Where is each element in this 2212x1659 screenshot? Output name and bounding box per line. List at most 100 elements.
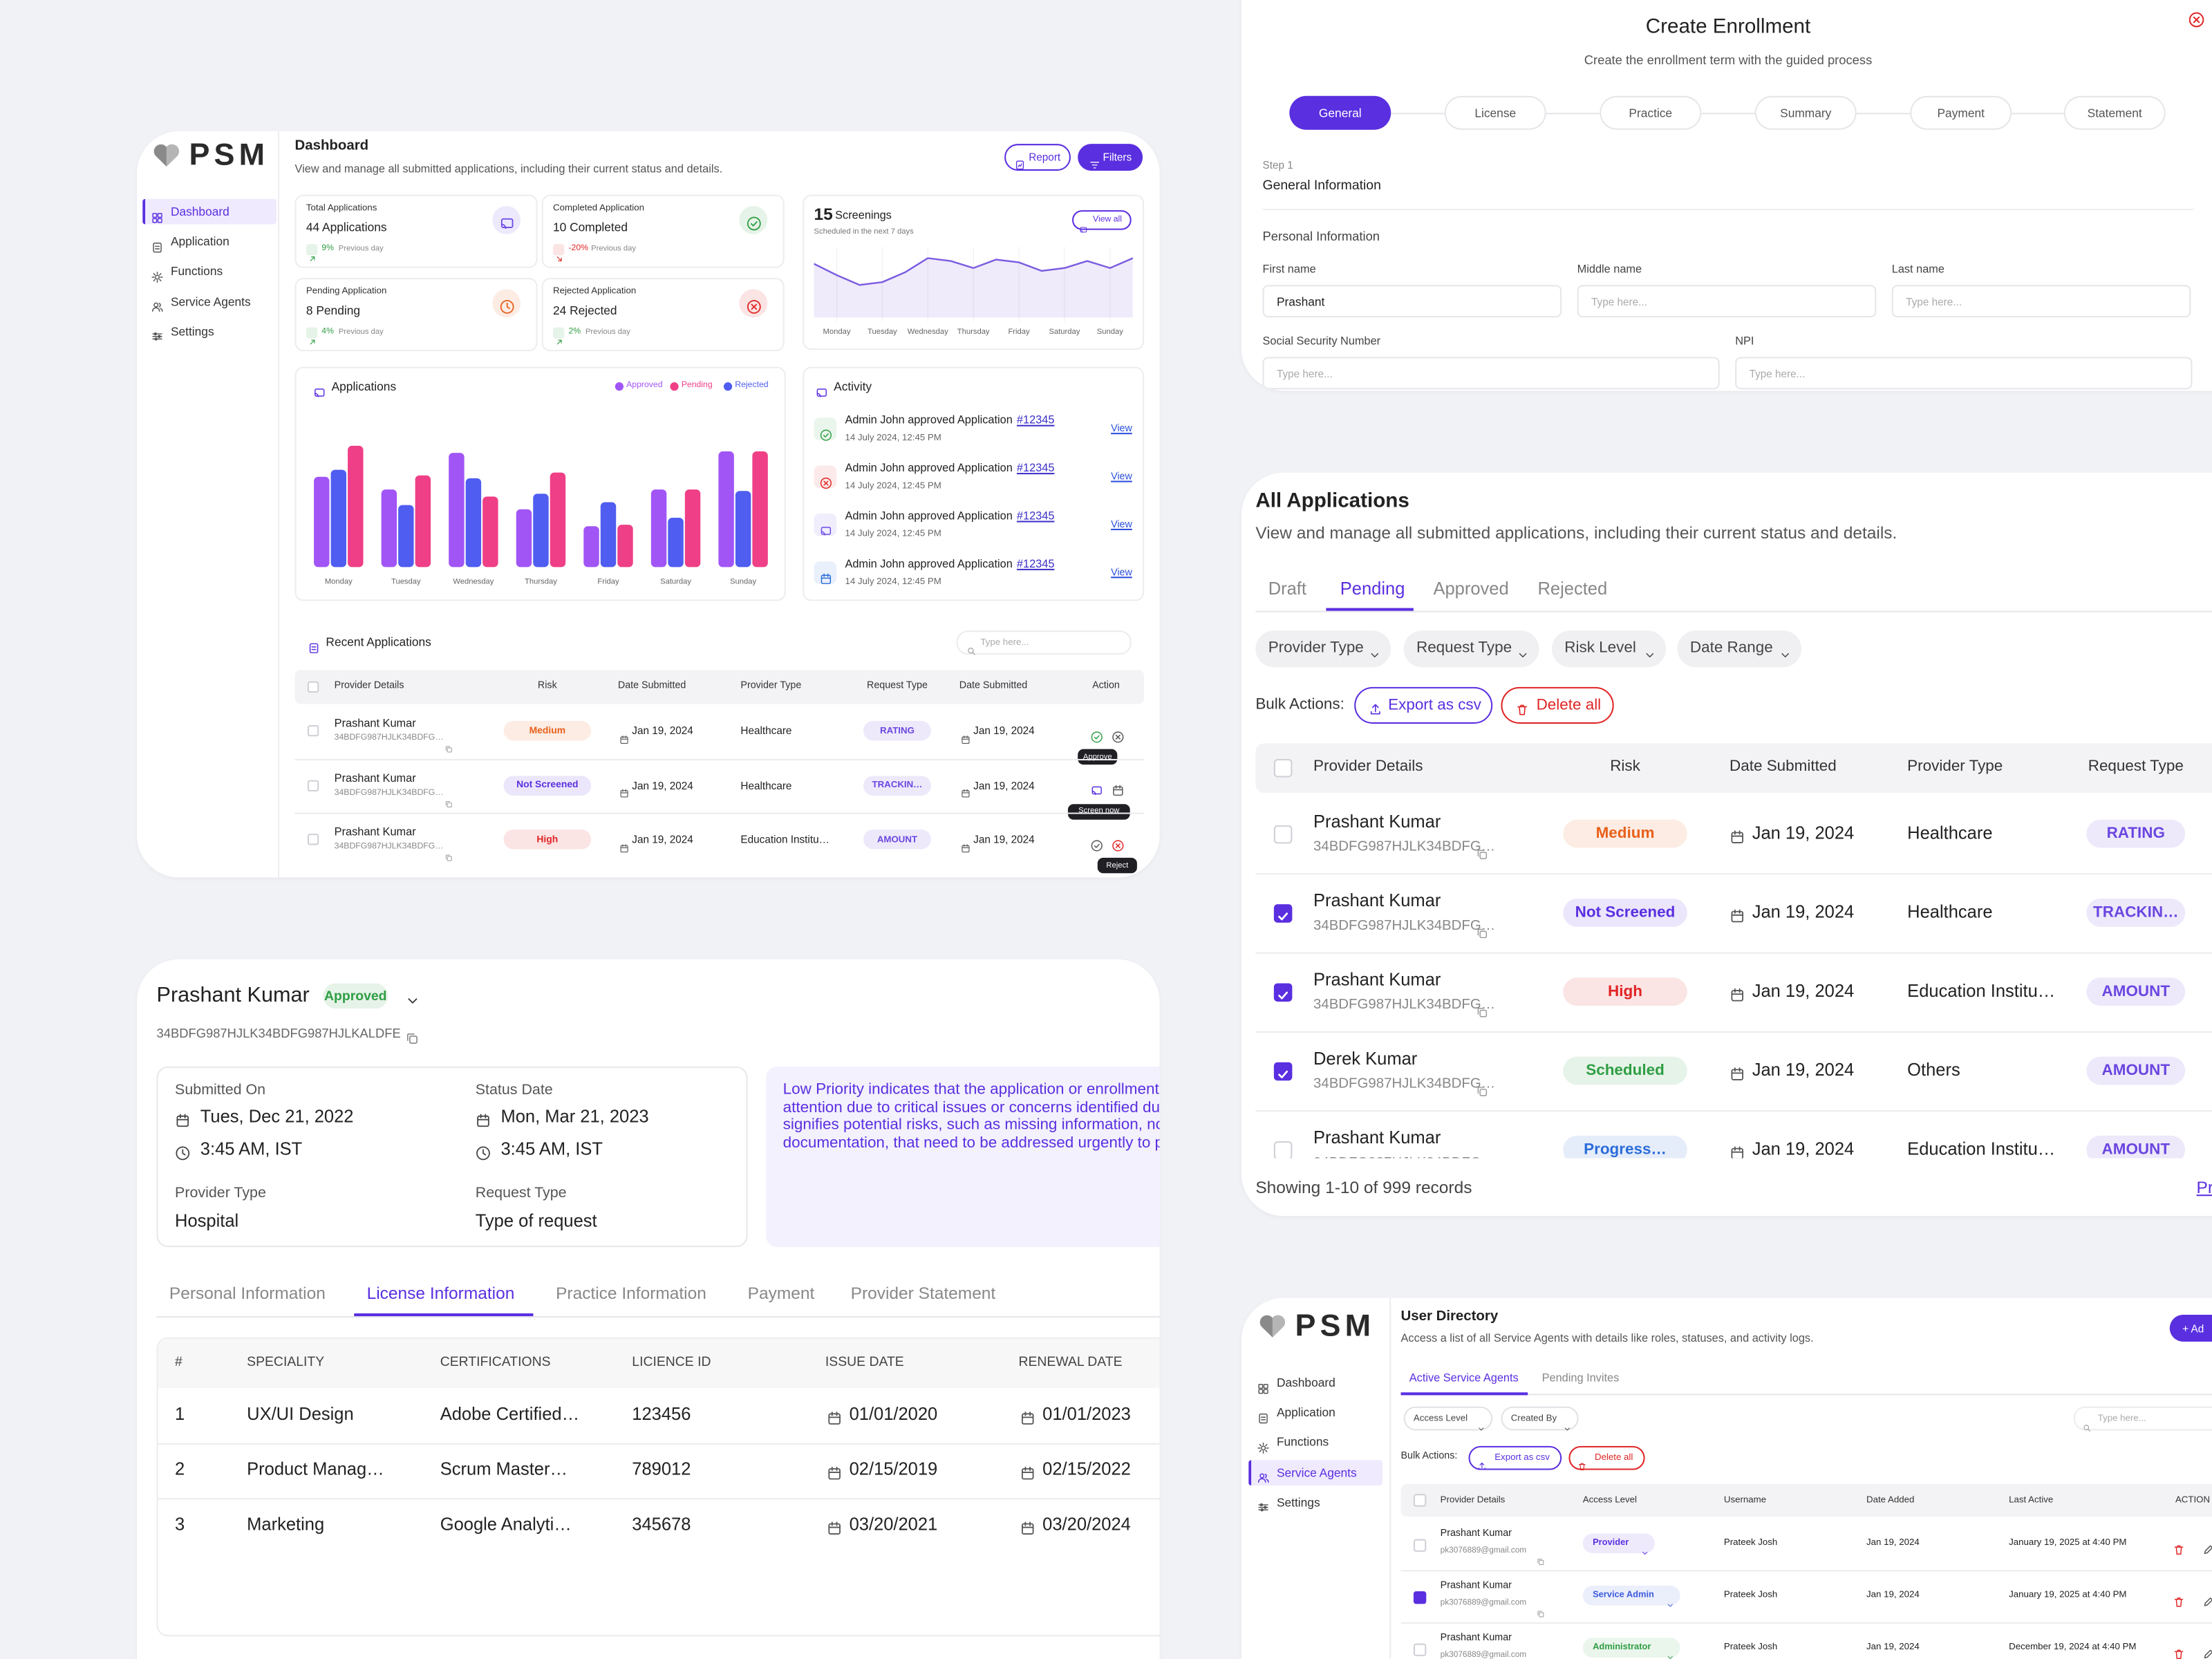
icon-part	[1260, 1416, 1266, 1420]
tab[interactable]: Pending	[1340, 579, 1405, 599]
nav-item[interactable]: Service Agents	[1276, 1465, 1357, 1479]
activity-link[interactable]: #12345	[1016, 557, 1055, 570]
input[interactable]	[1891, 285, 2191, 318]
pagination-link[interactable]: Pr	[2196, 1177, 2212, 1198]
column-header: Provider Details	[1313, 758, 1423, 776]
tab[interactable]: Personal Information	[169, 1283, 326, 1304]
access-badge[interactable]	[1582, 1585, 1680, 1606]
nav-item[interactable]: Functions	[170, 264, 223, 279]
filter-dropdown[interactable]	[1677, 630, 1802, 668]
filters-button[interactable]: Filters	[1078, 144, 1143, 171]
filter-dropdown[interactable]	[1403, 630, 1539, 668]
checkbox[interactable]	[307, 724, 319, 737]
filter-dropdown[interactable]	[1255, 630, 1391, 668]
icon	[1577, 1453, 1586, 1470]
nav-item[interactable]: Dashboard	[170, 204, 229, 219]
step[interactable]: General	[1289, 95, 1391, 130]
tab[interactable]: Provider Statement	[850, 1283, 996, 1304]
icon-part	[619, 735, 628, 743]
view-link[interactable]: View	[1111, 424, 1132, 435]
input[interactable]	[1577, 285, 1877, 318]
activity-link[interactable]: #12345	[1016, 413, 1055, 427]
activity-link[interactable]: #12345	[1016, 509, 1055, 523]
input[interactable]	[1735, 357, 2193, 390]
x-tick-label: Saturday	[1049, 328, 1080, 337]
nav-item[interactable]: Service Agents	[170, 294, 251, 308]
nav-item[interactable]: Functions	[1276, 1435, 1329, 1450]
step[interactable]: Payment	[1910, 95, 2012, 130]
edit-icon[interactable]	[2202, 1589, 2212, 1606]
input[interactable]	[1262, 285, 1562, 318]
x-tick-label: Thursday	[957, 328, 990, 337]
activity-link[interactable]: #12345	[1016, 461, 1055, 475]
tab[interactable]: Active Service Agents	[1409, 1371, 1519, 1385]
nav-item[interactable]: Application	[170, 234, 229, 249]
input[interactable]	[1262, 357, 1720, 390]
icon-part	[1259, 1503, 1262, 1507]
action-icon[interactable]	[1090, 779, 1103, 796]
delete-icon[interactable]	[2172, 1537, 2184, 1554]
export-button[interactable]: Export as csv	[1468, 1445, 1562, 1470]
filter-dropdown[interactable]	[1501, 1406, 1579, 1431]
tab[interactable]: Practice Information	[556, 1283, 706, 1304]
nav-item[interactable]: Application	[1276, 1405, 1335, 1420]
checkbox[interactable]	[1273, 982, 1292, 1001]
delete-icon[interactable]	[2172, 1589, 2184, 1606]
checkbox[interactable]	[307, 779, 319, 791]
action-icon[interactable]	[1090, 724, 1103, 742]
checkbox[interactable]	[1273, 1061, 1292, 1080]
checkbox[interactable]	[1273, 1141, 1292, 1159]
view-link[interactable]: View	[1111, 568, 1132, 579]
checkbox[interactable]	[1412, 1591, 1426, 1609]
export-button[interactable]: Export as csv	[1354, 686, 1493, 724]
action-icon[interactable]	[1111, 833, 1123, 851]
report-button[interactable]: Report	[1004, 144, 1071, 171]
bar	[600, 502, 617, 568]
edit-icon[interactable]	[2202, 1537, 2212, 1554]
checkbox[interactable]	[307, 681, 319, 693]
checkbox[interactable]	[1412, 1642, 1426, 1656]
delete-button[interactable]: Delete all	[1501, 686, 1614, 724]
icon-part	[961, 735, 969, 743]
view-all-button[interactable]: View all	[1072, 210, 1132, 230]
checkbox[interactable]	[1273, 758, 1292, 777]
checkbox[interactable]	[1412, 1494, 1426, 1507]
icon-part	[1112, 731, 1123, 742]
tab[interactable]: Rejected	[1537, 579, 1608, 599]
activity-icon-bg	[814, 465, 837, 489]
stat-trend: 4%	[321, 328, 335, 337]
tab[interactable]: Draft	[1268, 579, 1306, 599]
filter-dropdown[interactable]	[1403, 1406, 1493, 1431]
step[interactable]: Practice	[1600, 95, 1702, 130]
action-icon[interactable]	[1111, 779, 1123, 796]
add-button[interactable]	[2169, 1315, 2212, 1342]
access-badge[interactable]	[1582, 1533, 1655, 1553]
icon-part	[1781, 652, 1788, 657]
tab[interactable]: Approved	[1433, 579, 1509, 599]
checkbox[interactable]	[307, 834, 319, 845]
close-button[interactable]	[2188, 10, 2204, 28]
delete-button[interactable]: Delete all	[1568, 1445, 1645, 1470]
access-badge[interactable]	[1582, 1638, 1680, 1658]
icon-part	[1730, 831, 1743, 843]
column-header: Request Type	[2088, 758, 2184, 776]
action-icon[interactable]	[1111, 724, 1123, 742]
checkbox[interactable]	[1273, 824, 1292, 843]
nav-item[interactable]: Settings	[1276, 1494, 1320, 1510]
view-link[interactable]: View	[1111, 472, 1132, 482]
step[interactable]: Summary	[1754, 95, 1857, 130]
filter-dropdown[interactable]	[1551, 630, 1667, 668]
checkbox[interactable]	[1273, 903, 1292, 922]
nav-item[interactable]: Settings	[170, 324, 214, 339]
checkbox[interactable]	[1412, 1538, 1426, 1551]
nav-item[interactable]: Dashboard	[1276, 1375, 1335, 1390]
tab[interactable]: License Information	[366, 1283, 515, 1304]
delete-icon[interactable]	[2172, 1641, 2184, 1659]
tab[interactable]: Payment	[747, 1283, 815, 1304]
step[interactable]: License	[1444, 95, 1546, 130]
tab[interactable]: Pending Invites	[1541, 1371, 1620, 1385]
action-icon[interactable]	[1090, 833, 1103, 851]
edit-icon[interactable]	[2202, 1641, 2212, 1658]
view-link[interactable]: View	[1111, 520, 1132, 530]
step[interactable]: Statement	[2063, 95, 2166, 130]
